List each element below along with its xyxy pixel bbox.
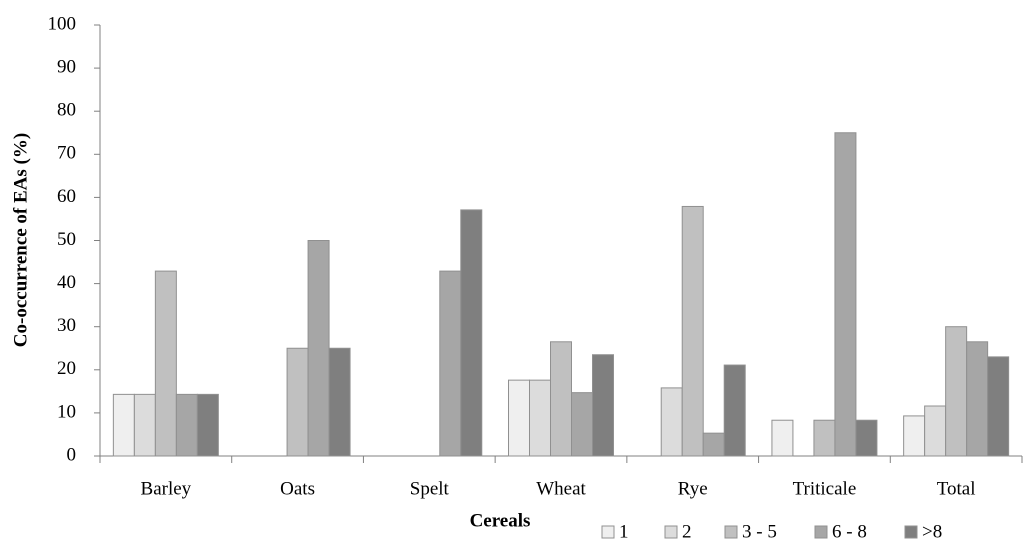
legend-label: 2: [682, 521, 692, 542]
bar: [328, 347, 351, 457]
legend-label: 6 - 8: [832, 521, 867, 542]
bar: [855, 419, 878, 457]
bar: [529, 379, 551, 457]
x-tick-label: Rye: [678, 478, 708, 499]
bar: [723, 364, 746, 457]
bar: [508, 379, 530, 457]
bar: [196, 393, 219, 457]
y-tick-label: 70: [57, 143, 76, 164]
legend-swatch: [664, 525, 678, 539]
y-tick-label: 50: [57, 229, 76, 250]
x-tick-label: Triticale: [793, 478, 857, 499]
bar: [175, 393, 198, 457]
bar: [460, 209, 483, 457]
bar: [903, 415, 926, 457]
bar: [592, 354, 614, 457]
x-tick-label: Wheat: [536, 478, 586, 499]
bar: [286, 347, 309, 457]
bar: [813, 419, 836, 457]
x-axis-title: Cereals: [470, 510, 531, 531]
bar: [987, 356, 1010, 457]
y-tick-label: 80: [57, 100, 76, 121]
bar: [924, 405, 947, 457]
y-tick-label: 20: [57, 358, 76, 379]
bar: [133, 393, 156, 457]
x-tick-label: Total: [937, 478, 976, 499]
bar: [112, 393, 135, 457]
legend-label: >8: [922, 521, 942, 542]
bar: [307, 240, 330, 457]
bar: [966, 341, 989, 457]
bar: [771, 419, 794, 457]
y-tick-label: 90: [57, 56, 76, 77]
legend-swatch: [904, 525, 918, 539]
legend-swatch: [724, 525, 738, 539]
y-tick-label: 100: [48, 13, 77, 34]
legend-swatch: [814, 525, 828, 539]
bar: [702, 432, 725, 457]
y-axis-title: Co-occurrence of EAs (%): [10, 133, 31, 347]
bar: [660, 387, 683, 457]
legend-label: 1: [619, 521, 629, 542]
bar: [550, 341, 572, 457]
y-tick-label: 0: [67, 444, 77, 465]
x-tick-label: Spelt: [410, 478, 450, 499]
bar: [834, 132, 857, 457]
y-tick-label: 40: [57, 272, 76, 293]
bar: [439, 270, 462, 457]
legend-label: 3 - 5: [742, 521, 777, 542]
y-tick-label: 60: [57, 186, 76, 207]
legend-swatch: [601, 525, 615, 539]
x-tick-label: Barley: [141, 478, 192, 499]
y-tick-label: 30: [57, 315, 76, 336]
bar: [945, 326, 968, 457]
bar: [154, 270, 177, 457]
x-tick-label: Oats: [280, 478, 315, 499]
bar: [681, 205, 704, 457]
y-tick-label: 10: [57, 401, 76, 422]
bar: [571, 392, 593, 457]
